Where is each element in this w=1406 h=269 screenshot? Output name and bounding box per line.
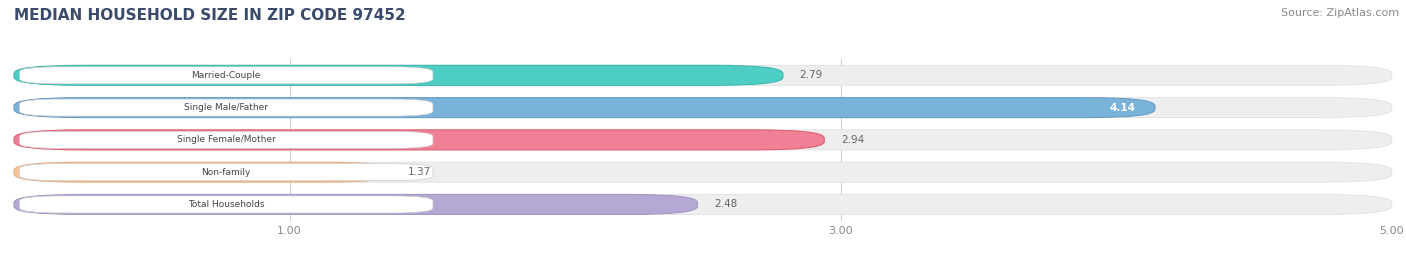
Text: MEDIAN HOUSEHOLD SIZE IN ZIP CODE 97452: MEDIAN HOUSEHOLD SIZE IN ZIP CODE 97452 bbox=[14, 8, 406, 23]
FancyBboxPatch shape bbox=[20, 196, 433, 213]
Text: Source: ZipAtlas.com: Source: ZipAtlas.com bbox=[1281, 8, 1399, 18]
FancyBboxPatch shape bbox=[14, 65, 1392, 85]
Text: 4.14: 4.14 bbox=[1109, 102, 1136, 113]
FancyBboxPatch shape bbox=[14, 65, 783, 85]
Text: Married-Couple: Married-Couple bbox=[191, 71, 262, 80]
Text: Single Female/Mother: Single Female/Mother bbox=[177, 135, 276, 144]
FancyBboxPatch shape bbox=[20, 67, 433, 84]
FancyBboxPatch shape bbox=[14, 130, 1392, 150]
Text: 2.79: 2.79 bbox=[800, 70, 823, 80]
FancyBboxPatch shape bbox=[14, 162, 1392, 182]
FancyBboxPatch shape bbox=[14, 194, 1392, 214]
FancyBboxPatch shape bbox=[20, 99, 433, 116]
Text: 2.48: 2.48 bbox=[714, 199, 737, 210]
Text: 2.94: 2.94 bbox=[841, 135, 865, 145]
Text: Non-family: Non-family bbox=[201, 168, 250, 177]
FancyBboxPatch shape bbox=[14, 194, 697, 214]
FancyBboxPatch shape bbox=[20, 131, 433, 148]
FancyBboxPatch shape bbox=[20, 164, 433, 181]
Text: Single Male/Father: Single Male/Father bbox=[184, 103, 269, 112]
Text: Total Households: Total Households bbox=[188, 200, 264, 209]
FancyBboxPatch shape bbox=[14, 162, 392, 182]
FancyBboxPatch shape bbox=[14, 98, 1154, 118]
Text: 1.37: 1.37 bbox=[408, 167, 432, 177]
FancyBboxPatch shape bbox=[14, 130, 824, 150]
FancyBboxPatch shape bbox=[14, 98, 1392, 118]
